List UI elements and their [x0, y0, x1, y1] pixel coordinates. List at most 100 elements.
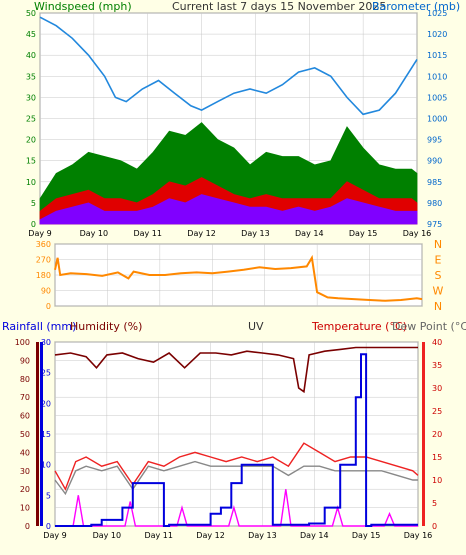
wind-direction-grid — [54, 243, 423, 307]
x-tick-label: Day 16 — [404, 531, 433, 540]
x-tick-label: Day 13 — [248, 531, 277, 540]
wind-barometer-axes: 0510152025303540455097598098599099510001… — [26, 9, 448, 238]
humidity-tick-label: 20 — [20, 485, 30, 494]
temperature-tick-label: 35 — [432, 361, 442, 370]
x-tick-label: Day 10 — [80, 229, 109, 238]
humidity-tick-label: 10 — [20, 504, 30, 513]
barometer-tick-label: 990 — [427, 157, 442, 166]
windspeed-tick-label: 0 — [31, 220, 36, 229]
barometer-axis-title: Barometer (mb) — [372, 0, 460, 13]
humidity-tick-label: 70 — [20, 393, 30, 402]
rainfall-axis-title: Rainfall (mm) — [2, 320, 76, 333]
rainfall-tick-label: 5 — [46, 491, 51, 500]
humidity-tick-label: 60 — [20, 412, 30, 421]
barometer-tick-label: 1015 — [427, 51, 447, 60]
wind-direction-series — [54, 254, 423, 302]
temperature-tick-label: 0 — [432, 522, 437, 531]
windspeed-axis-title: Windspeed (mph) — [34, 0, 132, 13]
x-tick-label: Day 12 — [196, 531, 225, 540]
windspeed-tick-label: 50 — [26, 9, 36, 18]
temperature-tick-label: 25 — [432, 407, 442, 416]
temperature-tick-label: 15 — [432, 453, 442, 462]
x-tick-label: Day 16 — [403, 229, 432, 238]
x-tick-label: Day 9 — [43, 531, 66, 540]
humidity-axis-title: Humidity (%) — [70, 320, 142, 333]
barometer-tick-label: 1010 — [427, 72, 447, 81]
humidity-tick-label: 40 — [20, 448, 30, 457]
direction-tick-label: 270 — [36, 256, 51, 265]
compass-tick-label: W — [433, 285, 444, 298]
barometer-tick-label: 1000 — [427, 115, 447, 124]
humidity-tick-label: 80 — [20, 375, 30, 384]
windspeed-tick-label: 15 — [26, 157, 36, 166]
temperature-axis-title: Temperature (°C) — [311, 320, 407, 333]
windspeed-tick-label: 35 — [26, 72, 36, 81]
x-tick-label: Day 12 — [187, 229, 216, 238]
direction-tick-label: 360 — [36, 240, 51, 249]
barometer-tick-label: 1025 — [427, 9, 447, 18]
dew-point-line — [54, 460, 418, 496]
windspeed-tick-label: 30 — [26, 93, 36, 102]
wind-low-area — [39, 194, 418, 225]
wind-direction-line — [54, 254, 423, 302]
barometer-tick-label: 995 — [427, 136, 442, 145]
x-tick-label: Day 9 — [28, 229, 51, 238]
x-tick-label: Day 14 — [295, 229, 324, 238]
barometer-tick-label: 1020 — [427, 30, 447, 39]
uv-line — [55, 489, 418, 527]
x-tick-label: Day 15 — [349, 229, 378, 238]
windspeed-tick-label: 20 — [26, 136, 36, 145]
rain-humidity-temperature-axes: 0 10 20 30 40 50 60 70 80 90 100 0 5 10 15 20 25 30 0 5 10 15… — [15, 338, 442, 540]
rainfall-tick-label: 25 — [41, 369, 51, 378]
direction-tick-label: 0 — [46, 302, 51, 311]
rainfall-tick-label: 20 — [41, 399, 51, 408]
compass-tick-label: N — [434, 300, 442, 313]
temperature-tick-label: 30 — [432, 384, 442, 393]
direction-tick-label: 90 — [41, 287, 51, 296]
wind-barometer-series — [39, 16, 418, 225]
windspeed-tick-label: 10 — [26, 178, 36, 187]
x-tick-label: Day 11 — [144, 531, 173, 540]
humidity-line — [54, 346, 418, 394]
temperature-tick-label: 10 — [432, 476, 442, 485]
temperature-tick-label: 5 — [432, 499, 437, 508]
compass-tick-label: E — [435, 254, 442, 267]
compass-tick-label: N — [434, 238, 442, 251]
compass-tick-label: S — [435, 269, 442, 282]
dew-point-axis-title: Dew Point (°C) — [392, 320, 466, 333]
windspeed-tick-label: 25 — [26, 115, 36, 124]
temperature-tick-label: 40 — [432, 338, 442, 347]
humidity-tick-label: 100 — [15, 338, 30, 347]
humidity-axis-bar — [36, 342, 39, 526]
rainfall-tick-label: 30 — [41, 338, 51, 347]
x-tick-label: Day 15 — [352, 531, 381, 540]
uv-axis-title: UV — [248, 320, 264, 333]
page-title: Current last 7 days 15 November 2025 — [172, 0, 386, 13]
humidity-tick-label: 30 — [20, 467, 30, 476]
barometer-line — [39, 16, 418, 116]
windspeed-tick-label: 45 — [26, 30, 36, 39]
windspeed-tick-label: 5 — [31, 199, 36, 208]
rain-humidity-temperature-series — [54, 346, 419, 527]
temperature-line — [54, 442, 419, 491]
direction-tick-label: 180 — [36, 271, 51, 280]
barometer-tick-label: 975 — [427, 220, 442, 229]
temperature-axis-bar — [422, 342, 425, 526]
x-tick-label: Day 14 — [300, 531, 329, 540]
rainfall-tick-label: 15 — [41, 430, 51, 439]
windspeed-tick-label: 40 — [26, 51, 36, 60]
barometer-tick-label: 985 — [427, 178, 442, 187]
rainfall-axis-bar — [40, 342, 43, 526]
barometer-tick-label: 980 — [427, 199, 442, 208]
rainfall-tick-label: 0 — [46, 522, 51, 531]
x-tick-label: Day 11 — [133, 229, 162, 238]
humidity-tick-label: 90 — [20, 356, 30, 365]
rain-line — [55, 353, 418, 527]
x-tick-label: Day 13 — [241, 229, 270, 238]
humidity-tick-label: 0 — [25, 522, 30, 531]
temperature-tick-label: 20 — [432, 430, 442, 439]
barometer-tick-label: 1005 — [427, 93, 447, 102]
